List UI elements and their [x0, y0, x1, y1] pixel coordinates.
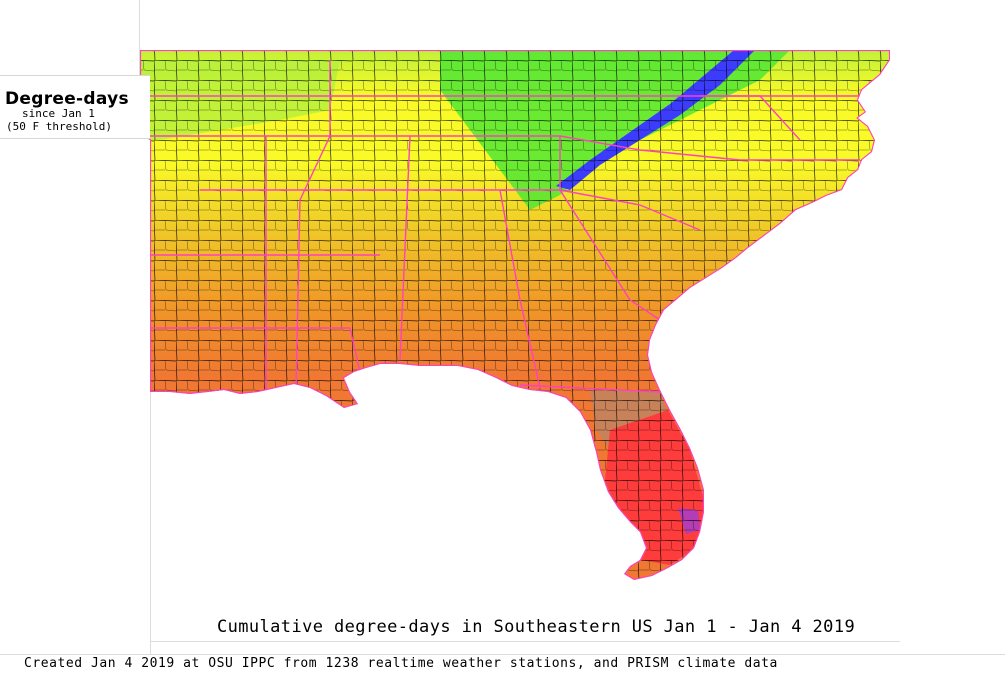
frame-line-left: [150, 137, 151, 654]
legend-subtitle-since: since Jan 1: [22, 107, 95, 120]
map-title: Cumulative degree-days in Southeastern U…: [217, 617, 856, 637]
state-borders: [150, 60, 890, 393]
legend-panel: Degree-days since Jan 1 (50 F threshold): [0, 75, 150, 139]
degree-day-map: [140, 50, 890, 580]
legend-subtitle-threshold: (50 F threshold): [6, 120, 112, 133]
frame-line-top-left: [139, 0, 140, 75]
legend-title: Degree-days: [5, 89, 129, 109]
frame-line-footer: [0, 654, 1005, 655]
frame-line-bottom: [150, 641, 900, 642]
footer-credit: Created Jan 4 2019 at OSU IPPC from 1238…: [24, 656, 778, 671]
